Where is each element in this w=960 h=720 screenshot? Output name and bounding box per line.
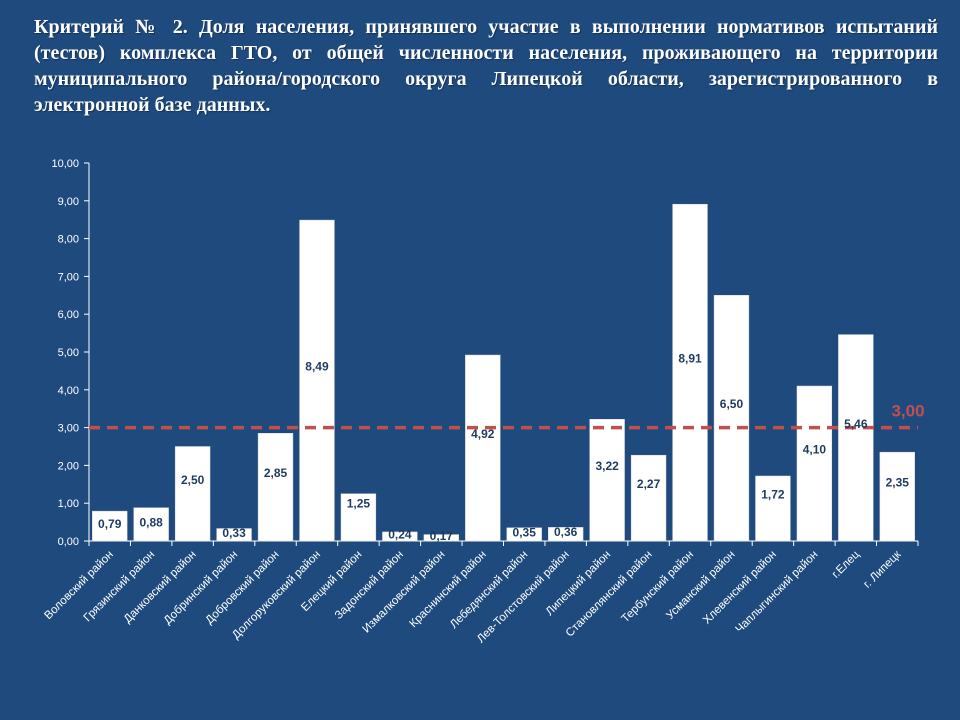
data-label: 4,10	[803, 443, 827, 457]
x-tick-label: Краснинский район	[407, 549, 488, 630]
data-label: 0,24	[388, 527, 412, 541]
y-tick-label: 8,00	[58, 234, 79, 246]
data-label: 0,17	[430, 529, 454, 543]
data-label: 1,25	[347, 496, 371, 510]
x-tick-label: Грязинский район	[82, 549, 158, 625]
data-label: 3,22	[595, 459, 619, 473]
y-tick-label: 0,00	[58, 536, 79, 548]
bar	[630, 454, 667, 542]
x-tick-label: Добринский район	[162, 549, 240, 627]
y-tick-label: 5,00	[58, 347, 79, 359]
x-tick-label: Тербунский район	[619, 549, 696, 626]
data-label: 4,92	[471, 427, 495, 441]
slide-title: Критерий № 2. Доля населения, принявшего…	[34, 16, 938, 116]
bar	[340, 493, 377, 542]
bar	[713, 295, 750, 542]
data-label: 0,88	[139, 515, 163, 529]
x-tick-label: Чаплыгинский район	[734, 549, 821, 636]
bar	[174, 446, 211, 542]
y-tick-label: 9,00	[58, 196, 79, 208]
data-label: 0,36	[554, 525, 578, 539]
bar	[423, 534, 459, 542]
bar	[548, 527, 584, 542]
bar	[216, 528, 252, 542]
x-tick-label: Данковский район	[122, 549, 199, 626]
bar	[589, 419, 625, 542]
y-tick-label: 2,00	[58, 460, 79, 472]
bar	[133, 507, 169, 542]
data-label: 8,49	[305, 360, 329, 374]
data-label: 8,91	[678, 352, 702, 366]
bar	[92, 510, 128, 542]
bar	[465, 354, 501, 542]
x-tick-label: Усманский район	[664, 549, 737, 622]
x-tick-label: Воловский район	[42, 549, 115, 622]
data-label: 5,46	[844, 417, 868, 431]
x-tick-label: Лебедянский район	[448, 549, 530, 631]
data-label: 2,35	[886, 476, 910, 490]
x-tick-label: Измалковский район	[361, 549, 448, 636]
bar	[672, 203, 708, 542]
data-label: 0,33	[222, 526, 246, 540]
bar	[299, 219, 335, 542]
x-tick-label: г. Липецк	[861, 548, 904, 591]
data-label: 0,35	[513, 525, 537, 539]
data-label: 2,50	[181, 473, 205, 487]
data-label: 1,72	[761, 487, 785, 501]
bar	[838, 334, 874, 542]
bar	[755, 475, 791, 542]
data-label: 6,50	[720, 397, 744, 411]
data-label: 2,27	[637, 477, 661, 491]
threshold-label: 3,00	[891, 402, 924, 421]
x-tick-label: Добровский район	[204, 549, 282, 627]
bar	[506, 527, 542, 542]
data-label: 2,85	[264, 466, 288, 480]
x-tick-label: г.Елец	[830, 548, 862, 580]
y-tick-label: 6,00	[58, 309, 79, 321]
bar	[796, 385, 833, 542]
bar	[257, 433, 294, 542]
y-tick-label: 7,00	[58, 271, 79, 283]
y-tick-label: 4,00	[58, 385, 79, 397]
data-label: 0,79	[98, 517, 122, 531]
y-tick-label: 10,00	[51, 158, 79, 170]
y-tick-label: 1,00	[58, 498, 79, 510]
bar	[382, 531, 418, 542]
x-tick-label: Хлевенский район	[701, 549, 779, 627]
y-tick-label: 3,00	[58, 423, 79, 435]
bar	[879, 451, 915, 542]
